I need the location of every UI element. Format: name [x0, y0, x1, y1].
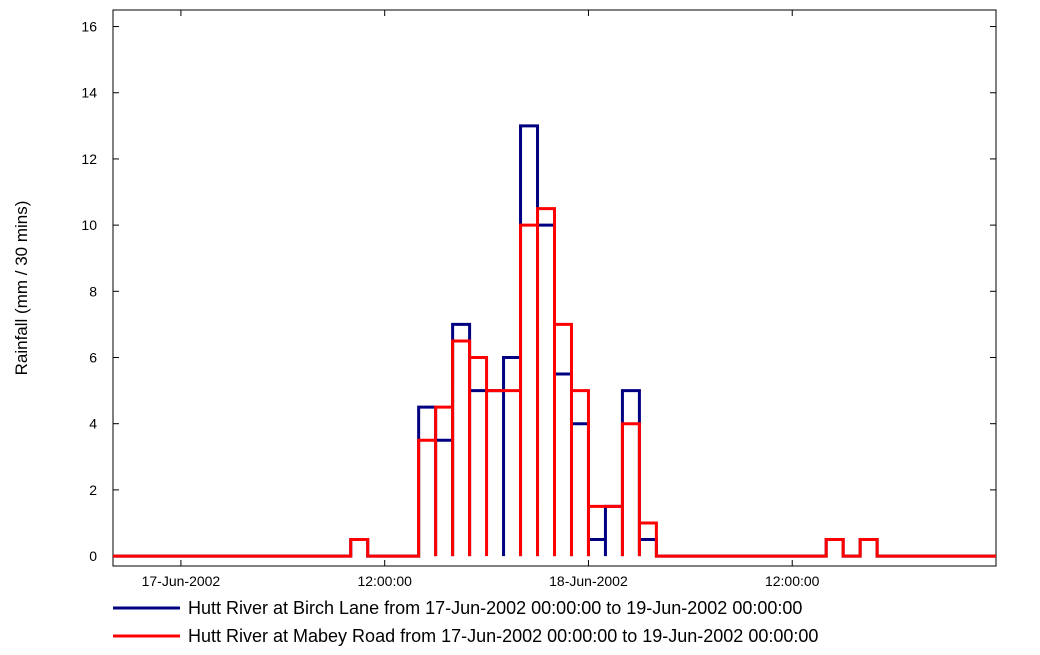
legend-label-2: Hutt River at Mabey Road from 17-Jun-200…: [188, 626, 818, 646]
y-tick-label: 10: [81, 217, 97, 233]
y-tick-label: 2: [89, 482, 97, 498]
y-tick-label: 0: [89, 548, 97, 564]
series-layer: [113, 124, 996, 558]
x-tick-label: 12:00:00: [765, 573, 820, 589]
y-axis-title: Rainfall (mm / 30 mins): [12, 201, 31, 376]
y-tick-label: 12: [81, 151, 97, 167]
x-tick-label: 17-Jun-2002: [142, 573, 221, 589]
y-tick-label: 16: [81, 19, 97, 35]
y-axis: 0 2 4 6 8 10 12 14 16: [81, 19, 996, 564]
x-tick-label: 12:00:00: [357, 573, 412, 589]
plot-border: [112, 9, 997, 567]
x-axis: 17-Jun-2002 12:00:00 18-Jun-2002 12:00:00: [142, 10, 820, 589]
y-tick-label: 8: [89, 283, 97, 299]
series-line-2: [113, 207, 996, 558]
plot-frame: [112, 9, 997, 567]
legend-label-1: Hutt River at Birch Lane from 17-Jun-200…: [188, 598, 802, 618]
x-tick-label: 18-Jun-2002: [549, 573, 628, 589]
y-tick-label: 4: [89, 416, 97, 432]
y-tick-label: 14: [81, 85, 97, 101]
y-tick-label: 6: [89, 350, 97, 366]
legend: Hutt River at Birch Lane from 17-Jun-200…: [113, 598, 818, 646]
